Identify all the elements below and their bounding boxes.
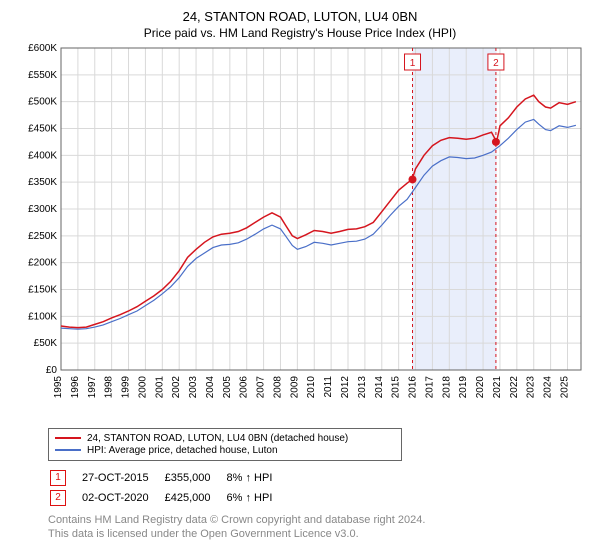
svg-text:2007: 2007 xyxy=(256,375,267,398)
svg-text:£50K: £50K xyxy=(34,338,58,349)
svg-text:£100K: £100K xyxy=(28,311,57,322)
svg-text:1999: 1999 xyxy=(121,375,132,398)
svg-text:2002: 2002 xyxy=(171,375,182,398)
svg-text:2001: 2001 xyxy=(154,375,165,398)
legend-label: HPI: Average price, detached house, Luto… xyxy=(87,445,278,456)
svg-text:2019: 2019 xyxy=(458,375,469,398)
legend-item: 24, STANTON ROAD, LUTON, LU4 0BN (detach… xyxy=(55,433,395,444)
table-row: 2 02-OCT-2020 £425,000 6% ↑ HPI xyxy=(50,489,286,507)
svg-text:2010: 2010 xyxy=(306,375,317,398)
svg-text:2021: 2021 xyxy=(492,375,503,398)
svg-text:£600K: £600K xyxy=(28,43,57,54)
table-row: 1 27-OCT-2015 £355,000 8% ↑ HPI xyxy=(50,469,286,487)
sales-table: 1 27-OCT-2015 £355,000 8% ↑ HPI 2 02-OCT… xyxy=(48,467,288,509)
svg-text:1995: 1995 xyxy=(53,375,64,398)
price-chart: £0 £50K £100K £150K £200K £250K £300K £350K £400… xyxy=(15,42,585,422)
figure-container: 24, STANTON ROAD, LUTON, LU4 0BN Price p… xyxy=(0,0,600,560)
svg-text:2017: 2017 xyxy=(424,375,435,398)
svg-text:2006: 2006 xyxy=(239,375,250,398)
svg-text:1997: 1997 xyxy=(87,375,98,398)
sale-pct: 8% ↑ HPI xyxy=(227,469,287,487)
svg-text:1998: 1998 xyxy=(104,375,115,398)
svg-text:£0: £0 xyxy=(46,365,58,376)
svg-text:2014: 2014 xyxy=(374,375,385,398)
svg-text:2025: 2025 xyxy=(559,375,570,398)
sale-date: 27-OCT-2015 xyxy=(82,469,163,487)
sale-price: £355,000 xyxy=(165,469,225,487)
marker-box-icon: 2 xyxy=(50,490,66,506)
svg-text:2020: 2020 xyxy=(475,375,486,398)
title-subtitle: Price paid vs. HM Land Registry's House … xyxy=(10,26,590,40)
svg-text:1: 1 xyxy=(410,58,416,69)
svg-text:2: 2 xyxy=(493,58,499,69)
svg-text:2005: 2005 xyxy=(222,375,233,398)
svg-text:2022: 2022 xyxy=(509,375,520,398)
svg-text:2012: 2012 xyxy=(340,375,351,398)
svg-text:£450K: £450K xyxy=(28,123,57,134)
svg-text:2015: 2015 xyxy=(391,375,402,398)
svg-text:£400K: £400K xyxy=(28,150,57,161)
svg-text:£500K: £500K xyxy=(28,96,57,107)
credit-text: Contains HM Land Registry data © Crown c… xyxy=(48,513,590,542)
chart-svg: £0 £50K £100K £150K £200K £250K £300K £350K £400… xyxy=(15,42,585,422)
svg-text:2023: 2023 xyxy=(526,375,537,398)
legend-swatch xyxy=(55,437,81,439)
svg-text:2013: 2013 xyxy=(357,375,368,398)
sale-price: £425,000 xyxy=(165,489,225,507)
svg-text:£350K: £350K xyxy=(28,177,57,188)
legend: 24, STANTON ROAD, LUTON, LU4 0BN (detach… xyxy=(48,428,402,461)
sale-pct: 6% ↑ HPI xyxy=(227,489,287,507)
legend-label: 24, STANTON ROAD, LUTON, LU4 0BN (detach… xyxy=(87,433,348,444)
svg-text:£550K: £550K xyxy=(28,69,57,80)
svg-text:£300K: £300K xyxy=(28,204,57,215)
svg-text:2000: 2000 xyxy=(137,375,148,398)
svg-text:2011: 2011 xyxy=(323,375,334,397)
svg-text:2008: 2008 xyxy=(272,375,283,398)
svg-text:2004: 2004 xyxy=(205,375,216,398)
title-address: 24, STANTON ROAD, LUTON, LU4 0BN xyxy=(10,8,590,26)
sale-date: 02-OCT-2020 xyxy=(82,489,163,507)
svg-text:2018: 2018 xyxy=(441,375,452,398)
svg-text:1996: 1996 xyxy=(70,375,81,398)
svg-text:£250K: £250K xyxy=(28,230,57,241)
svg-text:2024: 2024 xyxy=(543,375,554,398)
marker-box-icon: 1 xyxy=(50,470,66,486)
svg-text:2003: 2003 xyxy=(188,375,199,398)
legend-item: HPI: Average price, detached house, Luto… xyxy=(55,445,395,456)
legend-swatch xyxy=(55,449,81,451)
svg-text:£150K: £150K xyxy=(28,284,57,295)
svg-text:2016: 2016 xyxy=(408,375,419,398)
svg-text:2009: 2009 xyxy=(289,375,300,398)
svg-text:£200K: £200K xyxy=(28,257,57,268)
